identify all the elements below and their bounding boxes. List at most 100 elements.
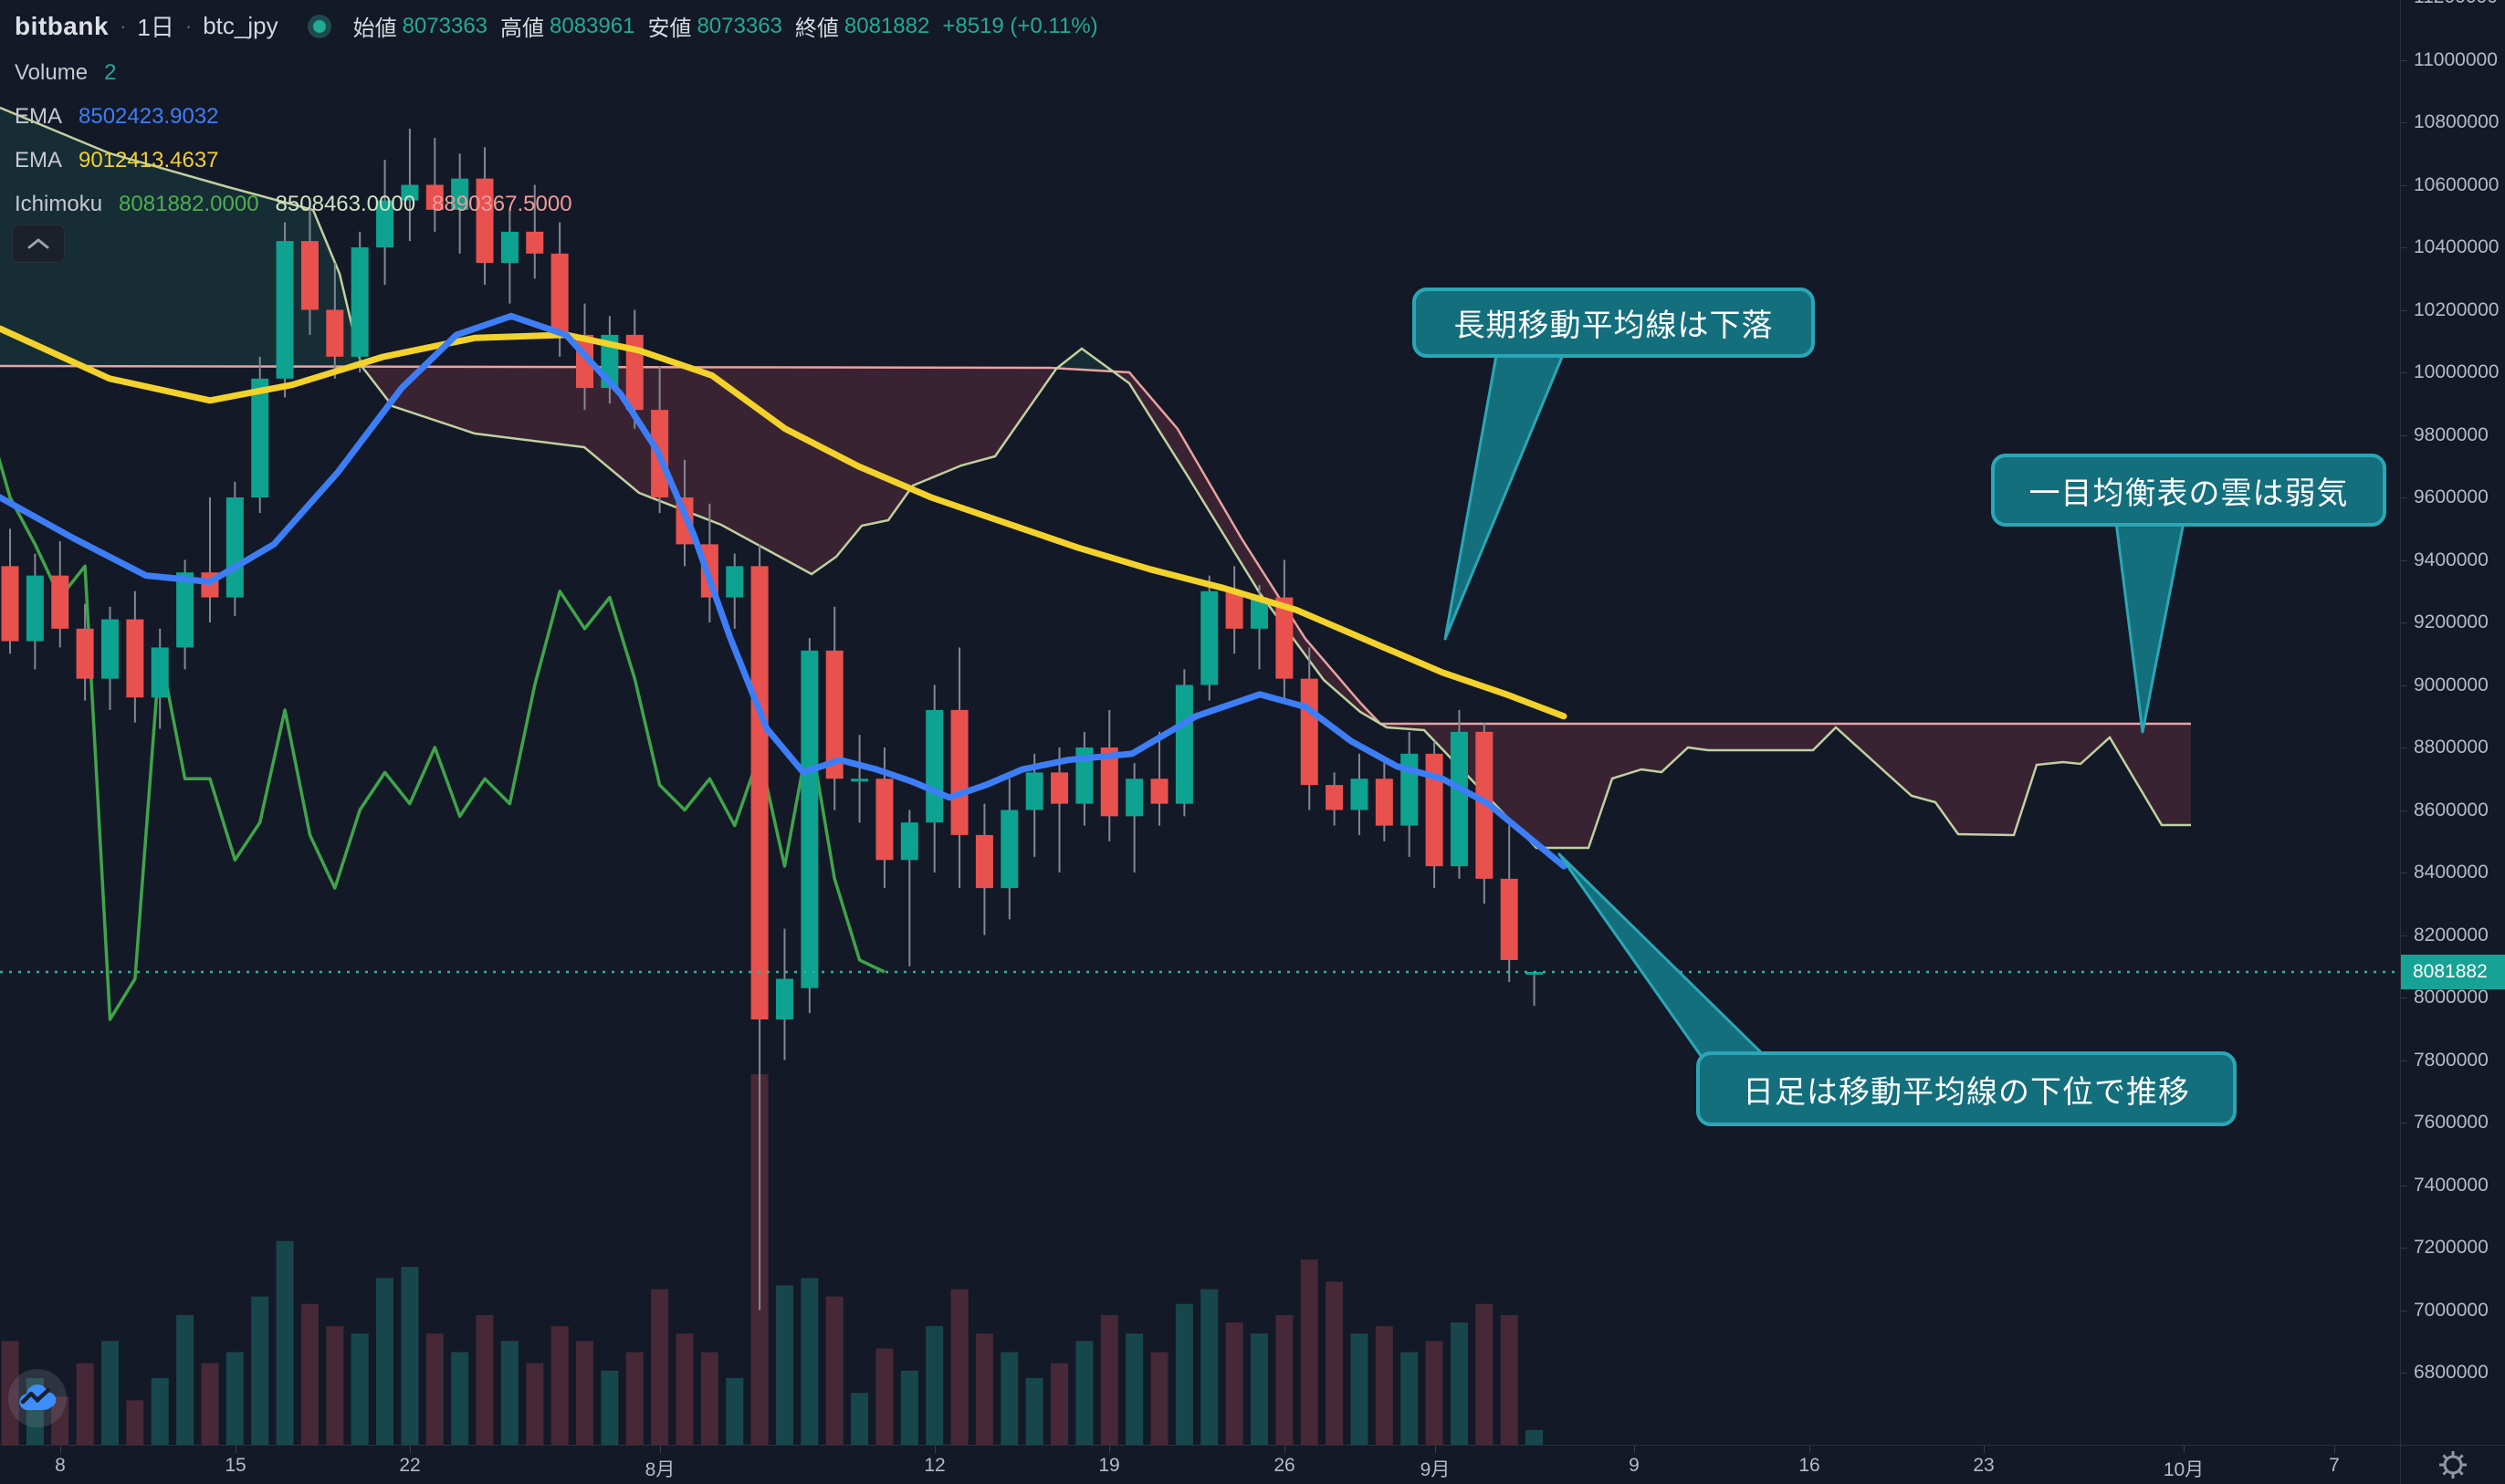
annotation-text: 日足は移動平均線の下位で推移 (1743, 1074, 2190, 1110)
price-axis-tick (2401, 184, 2407, 186)
price-axis-label: 10800000 (2414, 111, 2500, 132)
time-axis-label: 16 (1798, 1455, 1820, 1476)
legend-ichimoku[interactable]: Ichimoku 8081882.0000 8508463.0000 88903… (15, 183, 572, 226)
ema-fast-label: EMA (15, 104, 63, 129)
price-axis-tick (2401, 1373, 2407, 1374)
price-axis-tick (2401, 247, 2407, 248)
time-axis-tick (660, 1446, 661, 1453)
time-axis-tick (410, 1446, 411, 1453)
price-axis-tick (2401, 935, 2407, 936)
close-label: 終値 (794, 16, 839, 41)
time-axis-tick (2184, 1446, 2185, 1453)
collapse-legend-button[interactable] (12, 225, 65, 263)
time-axis-tick (1984, 1446, 1985, 1453)
annotation-text: 一目均衡表の雲は弱気 (2028, 476, 2349, 511)
exchange-name[interactable]: bitbank (15, 11, 110, 40)
annotation-text: 長期移動平均線は下落 (1453, 308, 1774, 343)
time-axis-label: 8 (55, 1455, 66, 1476)
price-axis-tick (2401, 747, 2407, 748)
price-axis-label: 10600000 (2414, 173, 2500, 195)
time-axis[interactable]: 8 15 22 8月 12 19 26 9月 9 16 23 10月 7 (0, 1445, 2505, 1484)
price-axis-tick (2401, 309, 2407, 311)
time-axis-tick (1634, 1446, 1635, 1453)
price-axis-label: 7400000 (2414, 1174, 2489, 1196)
change-value: +8519 (+0.11%) (942, 13, 1098, 38)
price-axis-tick (2401, 559, 2407, 561)
price-axis-tick (2401, 622, 2407, 623)
price-axis-tick (2401, 810, 2407, 811)
price-axis-label: 7800000 (2414, 1049, 2489, 1071)
price-axis-label: 7600000 (2414, 1112, 2489, 1133)
annotation-long-ma-falling[interactable]: 長期移動平均線は下落 (1412, 287, 1815, 358)
ichimoku-label: Ichimoku (15, 192, 103, 216)
ohlc-readout: 始値 8073363 高値 8083961 安値 8073363 終値 8081… (353, 10, 1098, 42)
time-axis-label: 8月 (645, 1459, 676, 1480)
price-axis-label: 9000000 (2414, 674, 2489, 695)
time-axis-tick (1109, 1446, 1110, 1453)
low-label: 安値 (647, 16, 692, 41)
time-axis-tick (1284, 1446, 1285, 1453)
price-axis-tick (2401, 122, 2407, 123)
high-value: 8083961 (550, 13, 635, 38)
ema-slow-label: EMA (15, 148, 63, 172)
price-axis-label: 11000000 (2414, 48, 2498, 70)
gear-icon (2439, 1451, 2467, 1479)
price-axis-label: 9200000 (2414, 611, 2489, 632)
time-axis-tick (2334, 1446, 2335, 1453)
cloud-chart-logo-icon (19, 1385, 57, 1410)
time-axis-label: 9 (1629, 1455, 1640, 1476)
price-axis-tick (2401, 1310, 2407, 1312)
chart-header: bitbank · 1日 · btc_jpy 始値 8073363 高値 808… (15, 9, 1098, 43)
price-axis-tick (2401, 1248, 2407, 1249)
market-status-icon[interactable] (307, 14, 331, 38)
price-axis-label: 10000000 (2414, 361, 2500, 382)
ema-fast-value: 8502423.9032 (79, 104, 219, 129)
time-axis-label: 15 (225, 1455, 246, 1476)
volume-value: 2 (104, 60, 117, 85)
time-axis-label: 9月 (1420, 1459, 1451, 1480)
price-axis-label: 9800000 (2414, 423, 2489, 445)
chevron-up-icon (27, 238, 49, 249)
time-axis-label: 19 (1098, 1455, 1120, 1476)
ichimoku-chikou-value: 8081882.0000 (119, 192, 259, 216)
price-axis-tick (2401, 434, 2407, 436)
price-axis-label: 8600000 (2414, 799, 2489, 820)
price-axis-label: 10200000 (2414, 298, 2500, 320)
price-axis-label: 10400000 (2414, 236, 2500, 257)
price-axis-tick (2401, 685, 2407, 686)
time-axis-label: 10月 (2163, 1459, 2205, 1480)
axis-settings-corner[interactable] (2400, 1445, 2505, 1484)
time-axis-tick (1809, 1446, 1810, 1453)
separator-dot: · (120, 14, 127, 37)
price-axis-label: 8200000 (2414, 924, 2489, 946)
price-axis-label: 11200000 (2414, 0, 2498, 8)
price-axis-tick (2401, 59, 2407, 61)
ichimoku-senkou-a-value: 8508463.0000 (275, 192, 416, 216)
time-axis-tick (60, 1446, 61, 1453)
close-value: 8081882 (844, 13, 930, 38)
symbol-label[interactable]: btc_jpy (203, 12, 278, 39)
legend-volume[interactable]: Volume 2 (15, 51, 572, 95)
legend-ema-fast[interactable]: EMA 8502423.9032 (15, 95, 572, 139)
price-axis-label: 8000000 (2414, 987, 2489, 1008)
price-axis-label: 8400000 (2414, 862, 2489, 883)
annotation-ichimoku-cloud-bearish[interactable]: 一目均衡表の雲は弱気 (1991, 454, 2386, 527)
ema-slow-value: 9012413.4637 (79, 148, 219, 172)
indicator-legend: Volume 2 EMA 8502423.9032 EMA 9012413.46… (15, 51, 572, 226)
price-axis-label: 8800000 (2414, 737, 2489, 758)
annotation-daily-below-ma[interactable]: 日足は移動平均線の下位で推移 (1696, 1051, 2237, 1126)
price-axis-label: 7200000 (2414, 1237, 2489, 1258)
time-axis-tick (1435, 1446, 1436, 1453)
price-axis-label: 7000000 (2414, 1299, 2489, 1321)
time-axis-label: 12 (924, 1455, 946, 1476)
time-axis-label: 7 (2329, 1455, 2340, 1476)
price-axis[interactable]: 11200000 11000000 10800000 10600000 10400000… (2400, 0, 2505, 1445)
tradingview-logo[interactable] (8, 1369, 67, 1427)
volume-label: Volume (15, 60, 89, 85)
interval-label[interactable]: 1日 (137, 14, 174, 41)
legend-ema-slow[interactable]: EMA 9012413.4637 (15, 139, 572, 183)
ichimoku-senkou-b-value: 8890367.5000 (432, 192, 572, 216)
price-axis-tick (2401, 372, 2407, 373)
time-axis-label: 22 (399, 1455, 421, 1476)
